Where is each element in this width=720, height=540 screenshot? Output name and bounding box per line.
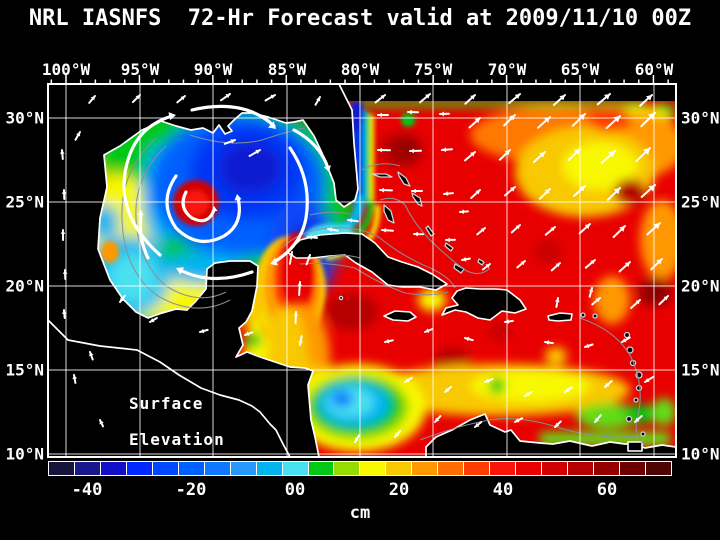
land-south-america (426, 414, 676, 457)
colorbar-cell (541, 462, 568, 475)
map-area (48, 84, 676, 457)
colorbar-cell (73, 462, 100, 475)
colorbar-cell (99, 462, 126, 475)
island-puerto-rico (547, 312, 573, 322)
lat-tick-label-left: 15°N (5, 360, 44, 380)
islands-bahamas (371, 171, 485, 274)
colorbar-cell (281, 462, 308, 475)
lon-tick-label: 75°W (413, 60, 453, 79)
lon-tick-label: 90°W (193, 60, 233, 79)
contour-lines (121, 127, 646, 446)
colorbar-cell (229, 462, 256, 475)
lat-tick-label-right: 25°N (681, 192, 720, 212)
colorbar-cell (49, 462, 74, 475)
storm-spiral-arrows (122, 104, 331, 281)
colorbar-tick-label: -20 (175, 480, 207, 500)
lat-tick-label-right: 20°N (681, 276, 720, 296)
pacific-coastline (48, 319, 291, 457)
lat-tick-label-left: 30°N (5, 108, 44, 128)
land-north-central-america (48, 84, 358, 457)
lon-tick-label: 95°W (120, 60, 160, 79)
lon-tick-label: 85°W (267, 60, 307, 79)
colorbar-cell (151, 462, 178, 475)
lat-tick-label-left: 25°N (5, 192, 44, 212)
lon-tick-label: 70°W (487, 60, 527, 79)
lon-tick-label: 100°W (41, 60, 91, 79)
lat-tick-label-left: 10°N (5, 444, 44, 464)
lon-tick-label: 80°W (340, 60, 380, 79)
map-frame (47, 83, 677, 458)
lon-tick-label: 65°W (560, 60, 600, 79)
colorbar-tick-label: 60 (596, 480, 618, 500)
coastlines (48, 84, 676, 457)
colorbar-cell (515, 462, 542, 475)
colorbar-cell (437, 462, 464, 475)
colorbar-cell (307, 462, 334, 475)
colorbar-cell (618, 462, 645, 475)
colorbar-tick-label: 40 (492, 480, 514, 500)
colorbar-cell (593, 462, 619, 475)
lat-tick-label-right: 10°N (681, 444, 720, 464)
colorbar-cell (567, 462, 594, 475)
lat-tick-label-right: 15°N (681, 360, 720, 380)
lat-tick-label-right: 30°N (681, 108, 720, 128)
colorbar-cell (333, 462, 360, 475)
island-jamaica (383, 310, 417, 322)
current-vector-arrows (60, 93, 669, 443)
island-hispaniola (441, 287, 527, 321)
colorbar-tick-label: 20 (388, 480, 410, 500)
colorbar-tick-label: 00 (284, 480, 306, 500)
colorbar-cell (385, 462, 412, 475)
colorbar (48, 461, 672, 476)
lat-tick-label-left: 20°N (5, 276, 44, 296)
colorbar-tick-label: -40 (71, 480, 103, 500)
colorbar-cell (463, 462, 490, 475)
colorbar-cell (125, 462, 152, 475)
colorbar-cell (203, 462, 230, 475)
colorbar-cell (177, 462, 204, 475)
colorbar-cell (411, 462, 438, 475)
lon-tick-label: 60°W (634, 60, 674, 79)
lat-lon-grid (48, 84, 676, 457)
colorbar-cell (359, 462, 386, 475)
colorbar-cell (644, 462, 671, 475)
colorbar-cell (489, 462, 516, 475)
colorbar-cell (255, 462, 282, 475)
